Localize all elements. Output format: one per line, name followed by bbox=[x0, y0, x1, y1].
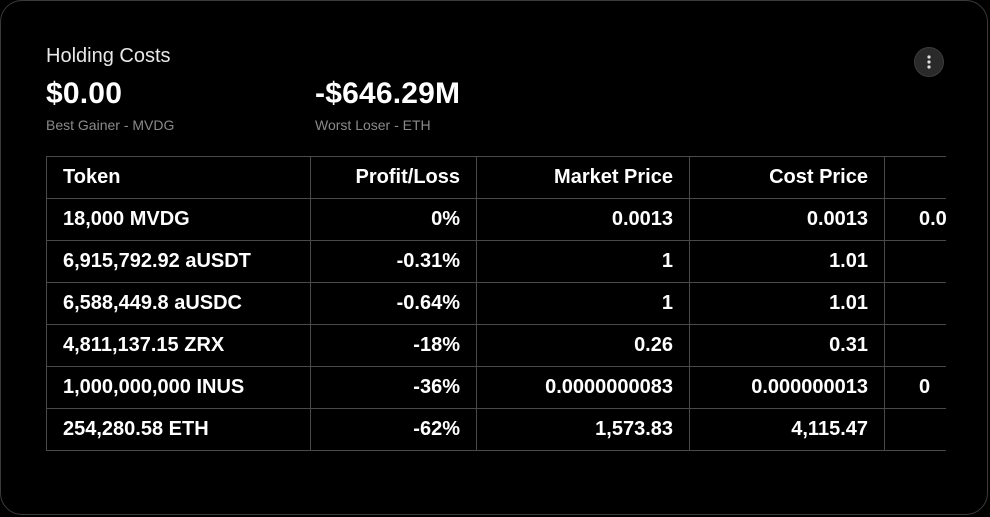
cell-cost-price: 0.31 bbox=[689, 324, 885, 367]
cell-profit-loss: -0.31% bbox=[310, 240, 477, 283]
cell-cost-price: 1.01 bbox=[689, 240, 885, 283]
table-row: 6,588,449.8 aUSDC -0.64% 1 1.01 bbox=[46, 282, 946, 325]
more-options-button[interactable] bbox=[914, 47, 944, 77]
column-header-market-price[interactable]: Market Price bbox=[476, 156, 690, 199]
cell-extra bbox=[884, 282, 946, 325]
more-vertical-icon bbox=[927, 55, 931, 69]
cell-token: 6,915,792.92 aUSDT bbox=[46, 240, 311, 283]
column-header-extra[interactable] bbox=[884, 156, 946, 199]
cell-token: 1,000,000,000 INUS bbox=[46, 366, 311, 409]
cell-profit-loss: -0.64% bbox=[310, 282, 477, 325]
table-header-row: Token Profit/Loss Market Price Cost Pric… bbox=[46, 156, 946, 199]
cell-extra bbox=[884, 240, 946, 283]
cell-profit-loss: -62% bbox=[310, 408, 477, 451]
cell-cost-price: 0.0013 bbox=[689, 198, 885, 241]
cell-profit-loss: -36% bbox=[310, 366, 477, 409]
holdings-table: Token Profit/Loss Market Price Cost Pric… bbox=[46, 156, 946, 451]
column-header-profit-loss[interactable]: Profit/Loss bbox=[310, 156, 477, 199]
cell-market-price: 0.0000000083 bbox=[476, 366, 690, 409]
best-gainer-label: Best Gainer - MVDG bbox=[46, 117, 175, 133]
cell-market-price: 0.26 bbox=[476, 324, 690, 367]
cell-extra bbox=[884, 408, 946, 451]
cell-cost-price: 4,115.47 bbox=[689, 408, 885, 451]
best-gainer-value: $0.00 bbox=[46, 77, 123, 110]
cell-profit-loss: 0% bbox=[310, 198, 477, 241]
table-row: 4,811,137.15 ZRX -18% 0.26 0.31 bbox=[46, 324, 946, 367]
cell-token: 4,811,137.15 ZRX bbox=[46, 324, 311, 367]
cell-cost-price: 0.000000013 bbox=[689, 366, 885, 409]
cell-extra bbox=[884, 324, 946, 367]
cell-extra: 0.0 bbox=[884, 198, 946, 241]
cell-market-price: 1,573.83 bbox=[476, 408, 690, 451]
cell-token: 6,588,449.8 aUSDC bbox=[46, 282, 311, 325]
table-row: 18,000 MVDG 0% 0.0013 0.0013 0.0 bbox=[46, 198, 946, 241]
cell-profit-loss: -18% bbox=[310, 324, 477, 367]
cell-market-price: 1 bbox=[476, 240, 690, 283]
cell-market-price: 0.0013 bbox=[476, 198, 690, 241]
column-header-token[interactable]: Token bbox=[46, 156, 311, 199]
table-row: 6,915,792.92 aUSDT -0.31% 1 1.01 bbox=[46, 240, 946, 283]
holdings-table-scroll[interactable]: Token Profit/Loss Market Price Cost Pric… bbox=[46, 156, 946, 458]
card-title: Holding Costs bbox=[46, 45, 171, 67]
worst-loser-value: -$646.29M bbox=[315, 77, 461, 110]
cell-token: 254,280.58 ETH bbox=[46, 408, 311, 451]
table-row: 1,000,000,000 INUS -36% 0.0000000083 0.0… bbox=[46, 366, 946, 409]
table-row: 254,280.58 ETH -62% 1,573.83 4,115.47 bbox=[46, 408, 946, 451]
cell-market-price: 1 bbox=[476, 282, 690, 325]
cell-token: 18,000 MVDG bbox=[46, 198, 311, 241]
worst-loser-stat: -$646.29M Worst Loser - ETH bbox=[315, 77, 460, 133]
best-gainer-stat: $0.00 Best Gainer - MVDG bbox=[46, 77, 174, 133]
cell-extra: 0 bbox=[884, 366, 946, 409]
column-header-cost-price[interactable]: Cost Price bbox=[689, 156, 885, 199]
cell-cost-price: 1.01 bbox=[689, 282, 885, 325]
worst-loser-label: Worst Loser - ETH bbox=[315, 117, 431, 133]
